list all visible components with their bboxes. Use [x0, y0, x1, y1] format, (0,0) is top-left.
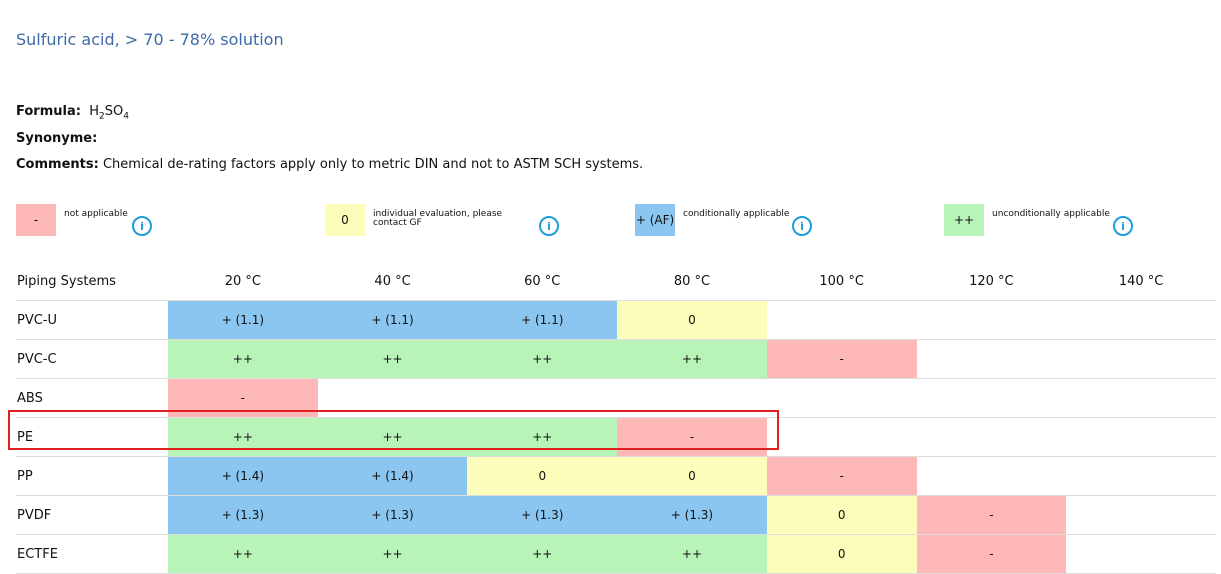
- info-icon[interactable]: i: [1113, 216, 1133, 236]
- rating-cell: 0: [766, 534, 917, 574]
- rating-cell: ++: [168, 417, 318, 457]
- piping-system-name: ABS: [16, 378, 168, 418]
- formula-value: H2SO4: [89, 104, 129, 122]
- rating-cell: + (1.4): [168, 456, 318, 496]
- comments-line: Comments: Chemical de-rating factors app…: [16, 157, 643, 172]
- legend-conditionally-applicable: + (AF) conditionally applicable i: [635, 204, 835, 236]
- rating-cell: [1066, 534, 1216, 574]
- rating-cell: + (1.3): [617, 495, 767, 535]
- rating-cell: 0: [766, 495, 917, 535]
- rating-cell: [467, 378, 618, 418]
- rating-cell: ++: [168, 339, 318, 379]
- comments-value: Chemical de-rating factors apply only to…: [102, 157, 644, 172]
- piping-system-name: PE: [16, 417, 168, 457]
- comments-label: Comments:: [16, 157, 99, 172]
- synonyme-line: Synonyme:: [16, 131, 97, 146]
- piping-system-name: PVC-C: [16, 339, 168, 379]
- rating-cell: + (1.1): [317, 300, 468, 340]
- rating-cell: ++: [467, 534, 618, 574]
- table-row: ABS -: [16, 378, 1216, 418]
- legend-swatch: 0: [325, 204, 365, 236]
- legend-unconditionally-applicable: ++ unconditionally applicable i: [944, 204, 1144, 236]
- rating-cell: 0: [617, 456, 767, 496]
- column-header: 100 °C: [766, 262, 917, 301]
- table-header-row: Piping Systems 20 °C 40 °C 60 °C 80 °C 1…: [16, 262, 1216, 301]
- column-header: 80 °C: [617, 262, 767, 301]
- synonyme-label: Synonyme:: [16, 131, 98, 146]
- table-row: ECTFE ++ ++ ++ ++ 0-: [16, 534, 1216, 574]
- rating-cell: [317, 378, 468, 418]
- rating-cell: ++: [317, 417, 468, 457]
- rating-cell: -: [916, 495, 1067, 535]
- rating-cell: + (1.3): [467, 495, 618, 535]
- legend-swatch: -: [16, 204, 56, 236]
- rating-cell: ++: [617, 339, 767, 379]
- rating-cell: [1066, 456, 1216, 496]
- rating-cell: [1066, 339, 1216, 379]
- table-row: PVDF + (1.3) + (1.3) + (1.3) + (1.3) 0-: [16, 495, 1216, 535]
- column-header: 60 °C: [467, 262, 618, 301]
- info-icon[interactable]: i: [132, 216, 152, 236]
- rating-cell: [916, 456, 1067, 496]
- legend-label: conditionally applicable: [683, 209, 790, 219]
- table-row: PE ++ ++ ++ -: [16, 417, 1216, 457]
- column-header: 40 °C: [317, 262, 468, 301]
- rating-cell: ++: [617, 534, 767, 574]
- rating-cell: + (1.3): [317, 495, 468, 535]
- rating-cell: [1066, 300, 1216, 340]
- rating-cell: [916, 339, 1067, 379]
- rating-cell: ++: [467, 339, 618, 379]
- table-row: PP + (1.4) + (1.4) 0 0-: [16, 456, 1216, 496]
- rating-cell: [766, 300, 917, 340]
- rating-cell: -: [617, 417, 767, 457]
- rating-cell: 0: [617, 300, 767, 340]
- info-icon[interactable]: i: [539, 216, 559, 236]
- page-title: Sulfuric acid, > 70 - 78% solution: [16, 30, 284, 49]
- rating-cell: + (1.4): [317, 456, 468, 496]
- legend-label: unconditionally applicable: [992, 209, 1110, 219]
- rating-cell: ++: [168, 534, 318, 574]
- piping-system-name: PVDF: [16, 495, 168, 535]
- rating-cell: [766, 417, 917, 457]
- legend-label: not applicable: [64, 209, 128, 219]
- rating-cell: -: [916, 534, 1067, 574]
- legend-label: individual evaluation, please contact GF: [373, 209, 503, 228]
- info-icon[interactable]: i: [792, 216, 812, 236]
- table-row: PVC-C ++ ++ ++ ++ -: [16, 339, 1216, 379]
- legend-swatch: + (AF): [635, 204, 675, 236]
- piping-system-name: ECTFE: [16, 534, 168, 574]
- column-header: Piping Systems: [16, 262, 168, 301]
- rating-cell: [1066, 417, 1216, 457]
- rating-cell: + (1.1): [467, 300, 618, 340]
- legend-not-applicable: - not applicable i: [16, 204, 176, 236]
- table-row: PVC-U + (1.1) + (1.1) + (1.1) 0: [16, 300, 1216, 340]
- rating-cell: ++: [317, 534, 468, 574]
- column-header: 140 °C: [1066, 262, 1216, 301]
- rating-cell: ++: [317, 339, 468, 379]
- rating-cell: + (1.3): [168, 495, 318, 535]
- legend-swatch: ++: [944, 204, 984, 236]
- rating-cell: -: [766, 339, 917, 379]
- rating-cell: + (1.1): [168, 300, 318, 340]
- rating-cell: [916, 378, 1067, 418]
- legend-individual-evaluation: 0 individual evaluation, please contact …: [325, 204, 585, 236]
- formula-line: Formula: H2SO4: [16, 104, 129, 122]
- column-header: 120 °C: [916, 262, 1067, 301]
- rating-cell: [916, 417, 1067, 457]
- rating-cell: [766, 378, 917, 418]
- column-header: 20 °C: [168, 262, 318, 301]
- piping-system-name: PP: [16, 456, 168, 496]
- rating-cell: ++: [467, 417, 618, 457]
- rating-cell: -: [766, 456, 917, 496]
- rating-cell: -: [168, 378, 318, 418]
- rating-cell: [1066, 495, 1216, 535]
- rating-cell: 0: [467, 456, 618, 496]
- rating-cell: [617, 378, 767, 418]
- piping-system-name: PVC-U: [16, 300, 168, 340]
- rating-cell: [1066, 378, 1216, 418]
- resistance-table: Piping Systems 20 °C 40 °C 60 °C 80 °C 1…: [16, 262, 1216, 574]
- rating-cell: [916, 300, 1067, 340]
- formula-label: Formula:: [16, 104, 81, 119]
